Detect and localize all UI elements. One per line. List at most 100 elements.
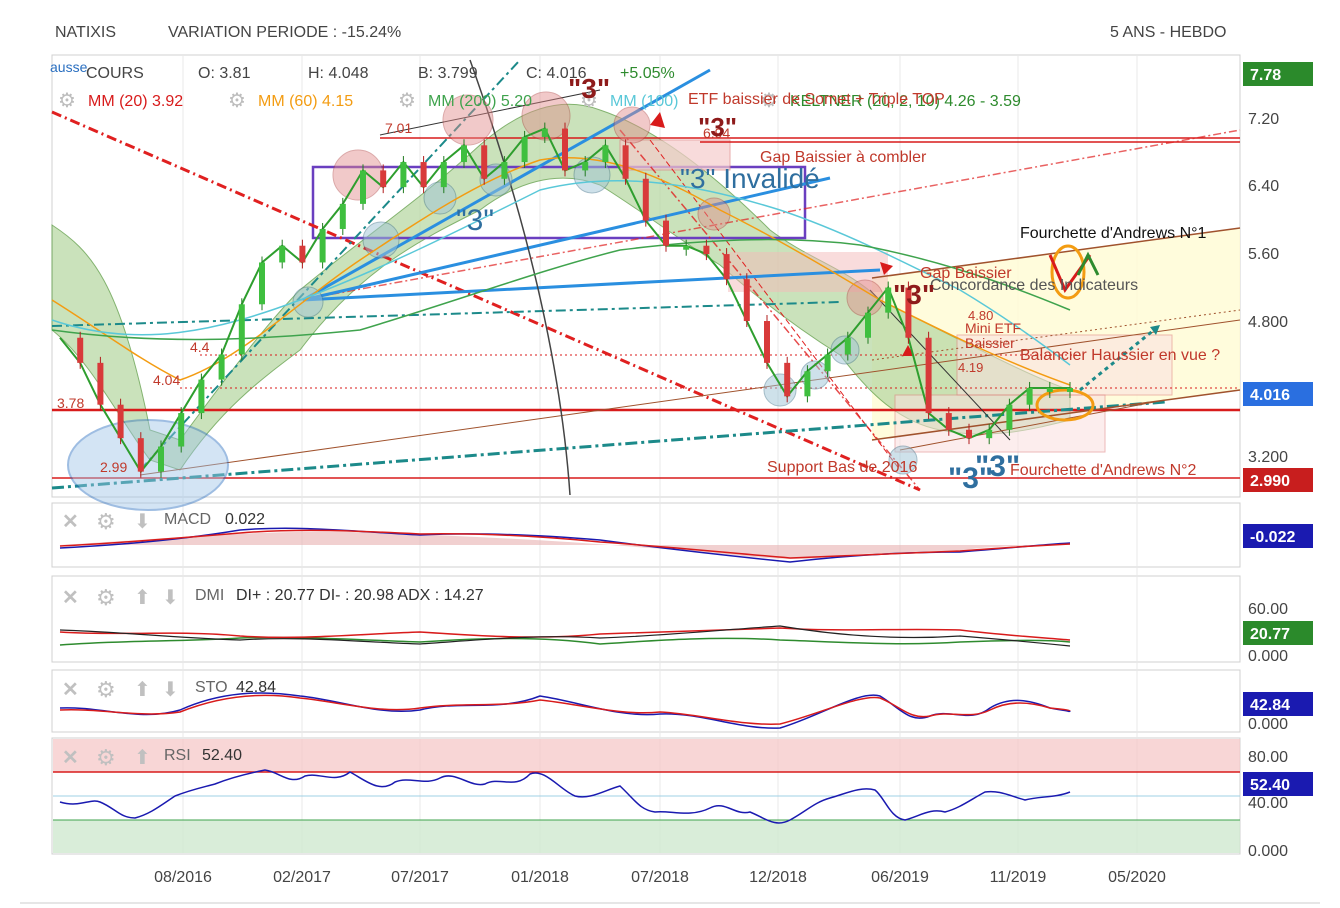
close-icon[interactable]: ✕ (62, 587, 79, 609)
price-candle (521, 136, 528, 163)
price-candle (743, 279, 750, 322)
ellipse-orange-2 (1050, 244, 1086, 300)
chart-annotation: Support Bas de 2016 (767, 459, 917, 476)
circle-h4 (613, 106, 651, 144)
rsi-controls: ✕ ⚙ ⬆ RSI 52.40 80.00 52.40 40.00 0.000 (62, 745, 1313, 860)
price-candle (339, 203, 346, 229)
rsi-tick: 40.00 (1248, 795, 1288, 812)
rsi-content (53, 739, 1240, 853)
rsi-tick: 80.00 (1248, 749, 1288, 766)
rsi-label: RSI (164, 747, 191, 764)
price-candle (663, 220, 669, 246)
quote-label: COURS (86, 65, 144, 82)
price-candle (844, 337, 851, 355)
x-tick-label: 08/2016 (154, 869, 212, 886)
gear-icon[interactable]: ⚙ (58, 90, 76, 112)
dmi-tick: 60.00 (1248, 601, 1288, 618)
macd-badge (1243, 524, 1313, 548)
chart-annotation: Gap Baissier à combler (760, 149, 927, 166)
ma-legend-item: MM (200) 5.20 (428, 93, 532, 110)
price-candle (238, 304, 245, 355)
ma-legend-item: MM (100) (610, 93, 678, 110)
ma-100-line (51, 179, 1071, 366)
arrow-down-icon[interactable]: ⬇ (162, 587, 179, 609)
gear-icon[interactable]: ⚙ (96, 745, 116, 770)
ma-legend: ⚙ MM (20) 3.92 ⚙ MM (60) 4.15 ⚙ MM (200) 5.20… (58, 90, 1021, 112)
price-candles (77, 122, 1073, 478)
gear-icon[interactable]: ⚙ (228, 90, 246, 112)
arrow-down-icon[interactable]: ⬇ (134, 511, 151, 533)
ma-200-line (51, 238, 1071, 341)
price-candle (622, 145, 629, 179)
gear-icon[interactable]: ⚙ (96, 585, 116, 610)
dmi-panel (51, 575, 1241, 663)
rsi-oversold-zone (53, 820, 1240, 853)
quote-change: +5.05% (620, 65, 675, 82)
close-icon[interactable]: ✕ (62, 511, 79, 533)
dmi-badge (1243, 621, 1313, 645)
quote-cut-label: ausse (50, 59, 88, 75)
ma-legend-item: MM (60) 4.15 (258, 93, 353, 110)
close-icon[interactable]: ✕ (62, 747, 79, 769)
x-tick-label: 07/2018 (631, 869, 689, 886)
x-axis: 08/2016 02/2017 07/2017 01/2018 07/2018 12/20… (154, 869, 1166, 886)
sto-d (59, 694, 1071, 725)
price-candle (784, 362, 791, 397)
price-candle (1006, 404, 1013, 430)
price-candle (117, 404, 124, 439)
sto-content (59, 692, 1071, 729)
x-tick-label: 07/2017 (391, 869, 449, 886)
uptrend-teal (51, 400, 1166, 490)
close-icon[interactable]: ✕ (62, 679, 79, 701)
circle-h5 (697, 197, 731, 231)
ma-legend-item: KELTNER (20, 2, 10) 4.26 - 3.59 (790, 93, 1021, 110)
rsi-badge-text: 52.40 (1250, 777, 1290, 794)
price-candle (77, 337, 84, 363)
uptrend-teal-2 (51, 301, 841, 327)
arrow-up-icon[interactable]: ⬆ (134, 747, 151, 769)
price-candle (218, 354, 225, 380)
price-candle (259, 262, 265, 305)
arrow-up-icon[interactable]: ⬆ (134, 587, 151, 609)
gear-icon[interactable]: ⚙ (398, 90, 416, 112)
arrow-up-icon[interactable]: ⬆ (134, 679, 151, 701)
chart-annotation: 4.80 (968, 308, 993, 323)
price-tick: 4.800 (1248, 314, 1288, 331)
arrow-down-icon[interactable]: ⬇ (162, 679, 179, 701)
gear-icon[interactable]: ⚙ (96, 677, 116, 702)
period-selector[interactable]: 5 ANS - HEBDO (1110, 24, 1227, 41)
price-candle (380, 170, 387, 188)
price-candle (400, 162, 407, 188)
gear-icon[interactable]: ⚙ (760, 90, 778, 112)
quote-close: C: 4.016 (526, 65, 587, 82)
circle-l2 (292, 286, 324, 318)
chart-annotation: Gap Baissier (920, 265, 1012, 282)
fork1-mid (871, 309, 1241, 361)
gear-icon[interactable]: ⚙ (580, 90, 598, 112)
dmi-controls: ✕ ⚙ ⬆ ⬇ DMI DI+ : 20.77 DI- : 20.98 ADX … (62, 585, 1313, 665)
price-candle (501, 162, 508, 179)
top-badge-text: 7.78 (1250, 67, 1281, 84)
dotted-arrow (1079, 323, 1161, 392)
downtrend-2 (299, 129, 1241, 301)
fork2 (899, 399, 1166, 451)
price-candle (440, 162, 447, 188)
x-tick-label: 12/2018 (749, 869, 807, 886)
macd-label: MACD (164, 511, 211, 528)
gear-icon[interactable]: ⚙ (96, 509, 116, 534)
chart-annotation: 2.99 (100, 459, 127, 475)
sto-badge-text: 42.84 (1250, 697, 1290, 714)
dmi-value: DI+ : 20.77 DI- : 20.98 ADX : 14.27 (236, 587, 484, 604)
price-tick: 7.20 (1248, 111, 1279, 128)
chart-annotation: 3.78 (57, 395, 84, 411)
dmi-minus (59, 627, 1071, 641)
sto-badge (1243, 692, 1313, 716)
price-candle (966, 429, 972, 439)
price-axis: 7.78 7.20 6.40 5.60 4.800 4.016 3.200 2.… (1243, 62, 1313, 492)
price-candle (279, 245, 286, 263)
circle-l3 (423, 181, 457, 215)
price-candle (198, 379, 205, 414)
macd-signal (59, 529, 1071, 559)
chart-annotation: Balancier Haussier en vue ? (1020, 347, 1220, 364)
